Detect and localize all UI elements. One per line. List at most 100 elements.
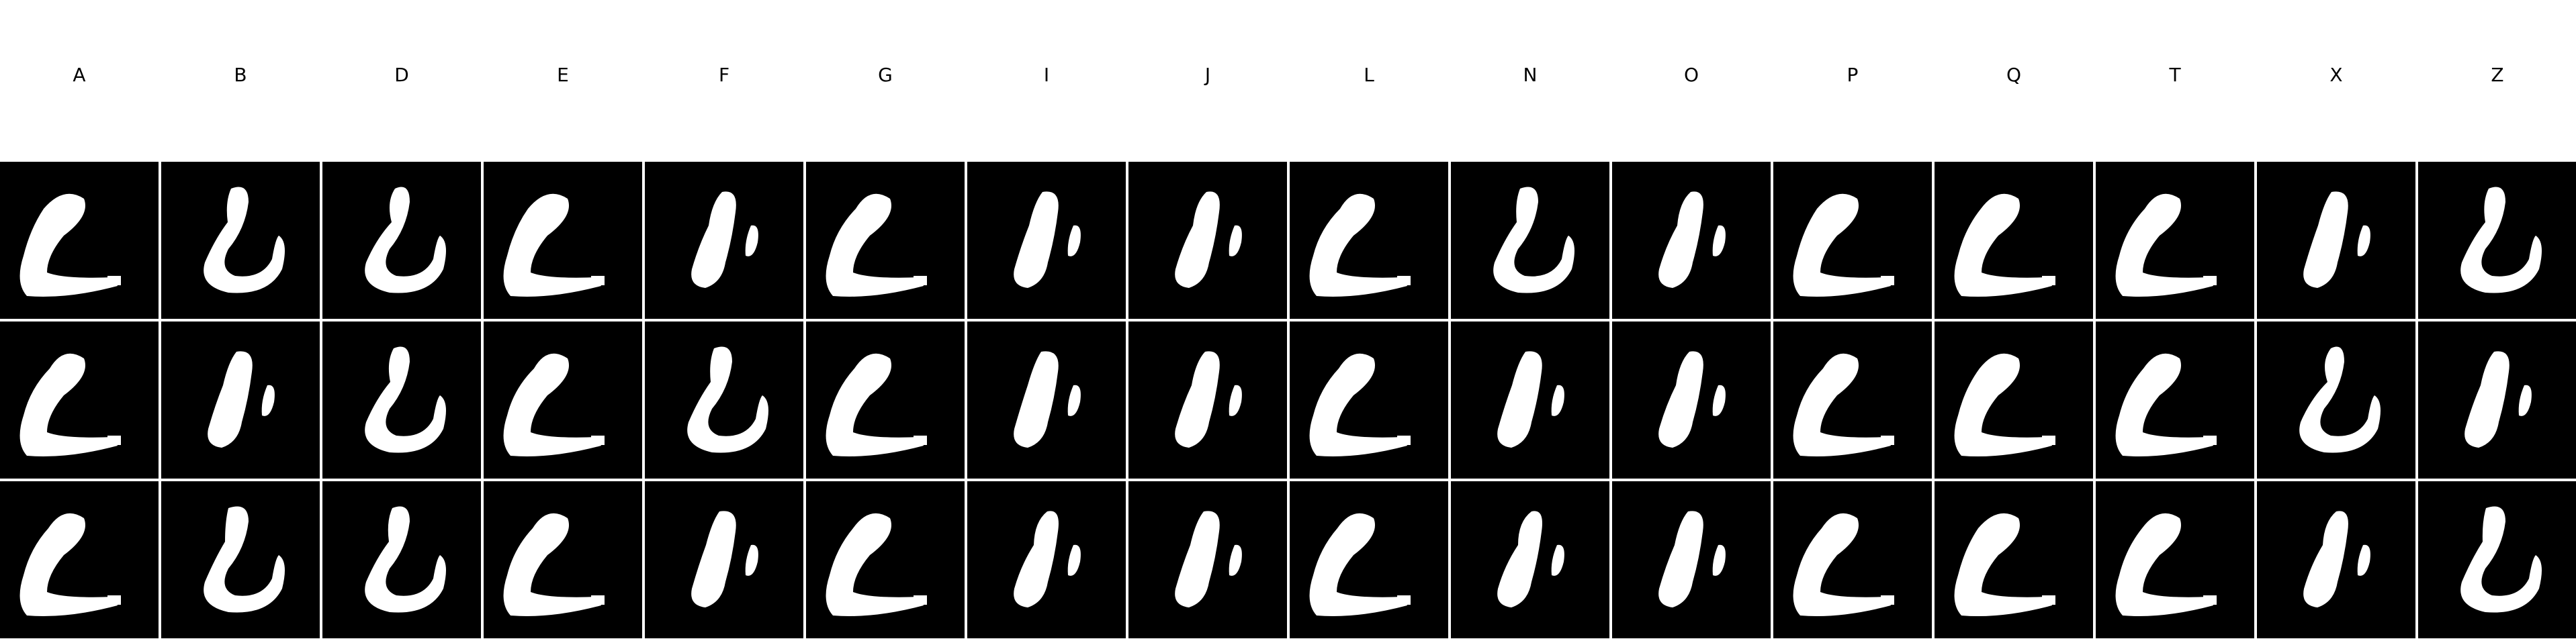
- image-cell: [806, 481, 965, 638]
- image-cell: [1773, 322, 1932, 479]
- glyph-image: [503, 513, 605, 616]
- glyph-image: [1493, 187, 1574, 293]
- image-cell: [1290, 162, 1448, 319]
- image-cell: [1935, 481, 2093, 638]
- image-cell: [1451, 322, 1609, 479]
- glyph-image: [1954, 353, 2055, 456]
- column-label-e: E: [557, 64, 569, 86]
- image-cell: [2257, 322, 2415, 479]
- image-cell: [2096, 481, 2254, 638]
- glyph-image: [19, 353, 121, 456]
- glyph-image: [1793, 193, 1894, 297]
- image-cell: [484, 481, 642, 638]
- column-label-z: Z: [2491, 64, 2504, 86]
- glyph-image: [2464, 351, 2532, 448]
- column-label-d: D: [394, 64, 409, 86]
- image-cell: [1612, 322, 1771, 479]
- glyph-image: [1309, 513, 1411, 616]
- glyph-image: [691, 511, 758, 607]
- image-cell: [645, 322, 803, 479]
- column-label-q: Q: [2006, 64, 2022, 86]
- image-cell: [967, 162, 1126, 319]
- image-cell: [0, 481, 159, 638]
- image-cell: [1290, 322, 1448, 479]
- glyph-image: [1175, 351, 1242, 448]
- glyph-image: [1014, 351, 1081, 448]
- glyph-image: [503, 353, 605, 456]
- glyph-image: [365, 506, 446, 613]
- column-label-j: J: [1204, 64, 1211, 86]
- image-cell: [161, 322, 320, 479]
- image-cell: [1612, 162, 1771, 319]
- image-cell: [806, 162, 965, 319]
- glyph-image: [1658, 351, 1726, 448]
- image-cell: [1128, 481, 1287, 638]
- column-label-f: F: [718, 64, 730, 86]
- glyph-image: [1014, 191, 1081, 288]
- glyph-image: [1658, 511, 1726, 607]
- glyph-image: [1497, 511, 1564, 607]
- glyph-image: [503, 193, 605, 297]
- glyph-image: [1309, 353, 1411, 456]
- image-cell: [1773, 481, 1932, 638]
- image-cell: [2096, 322, 2254, 479]
- image-cell: [645, 481, 803, 638]
- image-cell: [967, 322, 1126, 479]
- column-label-p: P: [1847, 64, 1859, 86]
- glyph-image: [2115, 193, 2217, 297]
- glyph-image: [204, 187, 285, 293]
- image-cell: [2418, 162, 2576, 319]
- image-cell: [1128, 322, 1287, 479]
- glyph-image: [19, 193, 121, 297]
- glyph-image: [1309, 193, 1411, 297]
- image-cell: [484, 322, 642, 479]
- glyph-image: [204, 506, 285, 613]
- image-cell: [806, 322, 965, 479]
- image-cell: [322, 322, 481, 479]
- glyph-image: [1954, 193, 2055, 297]
- image-cell: [2257, 162, 2415, 319]
- glyph-image: [1954, 513, 2055, 616]
- image-cell: [1935, 162, 2093, 319]
- image-cell: [1612, 481, 1771, 638]
- glyph-image: [826, 353, 927, 456]
- column-label-a: A: [73, 64, 86, 86]
- column-label-i: I: [1043, 64, 1050, 86]
- glyph-image: [2115, 353, 2217, 456]
- glyph-image: [208, 351, 275, 448]
- image-cell: [161, 481, 320, 638]
- glyph-image: [826, 513, 927, 616]
- image-cell: [161, 162, 320, 319]
- image-cell: [1451, 481, 1609, 638]
- glyph-image: [826, 193, 927, 297]
- image-cell: [322, 162, 481, 319]
- image-cell: [1773, 162, 1932, 319]
- image-cell: [1451, 162, 1609, 319]
- glyph-image: [1497, 351, 1564, 448]
- glyph-image: [365, 187, 446, 293]
- glyph-image: [1793, 513, 1894, 616]
- glyph-image: [1175, 191, 1242, 288]
- glyph-image: [2460, 506, 2542, 613]
- image-cell: [1290, 481, 1448, 638]
- glyph-image: [2460, 187, 2542, 293]
- glyph-image: [19, 513, 121, 616]
- column-label-g: G: [878, 64, 893, 86]
- column-label-l: L: [1364, 64, 1374, 86]
- glyph-image: [2299, 346, 2381, 453]
- glyph-image: [2303, 511, 2370, 607]
- column-label-n: N: [1523, 64, 1538, 86]
- glyph-image: [1658, 191, 1726, 288]
- image-cell: [645, 162, 803, 319]
- glyph-image: [1793, 353, 1894, 456]
- image-cell: [1935, 322, 2093, 479]
- image-cell: [0, 162, 159, 319]
- image-cell: [2418, 481, 2576, 638]
- glyph-image: [691, 191, 758, 288]
- glyph-image: [2115, 513, 2217, 616]
- glyph-image: [365, 346, 446, 453]
- glyph-image: [1175, 511, 1242, 607]
- image-cell: [0, 322, 159, 479]
- column-label-b: B: [234, 64, 247, 86]
